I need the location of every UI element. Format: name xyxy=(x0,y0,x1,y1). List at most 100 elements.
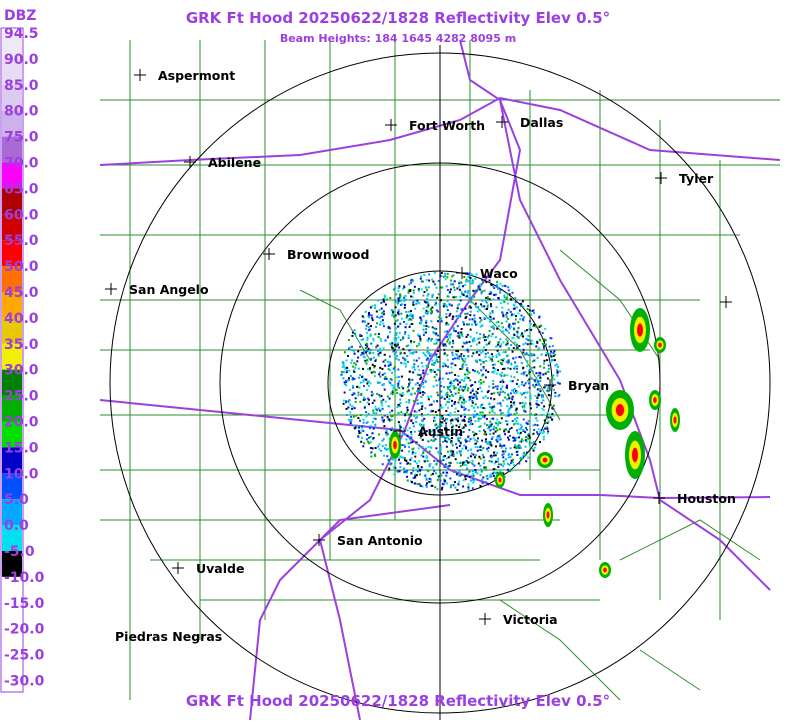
echo-pixel xyxy=(519,423,522,426)
echo-pixel xyxy=(417,447,420,450)
echo-pixel xyxy=(407,462,410,465)
echo-pixel xyxy=(494,430,497,433)
echo-pixel xyxy=(451,393,454,396)
echo-pixel xyxy=(536,424,539,427)
echo-pixel xyxy=(513,341,516,344)
echo-pixel xyxy=(386,455,389,458)
echo-pixel xyxy=(391,458,394,461)
echo-pixel xyxy=(351,378,354,381)
echo-pixel xyxy=(502,341,505,344)
echo-pixel xyxy=(432,435,435,438)
echo-pixel xyxy=(461,419,464,422)
echo-pixel xyxy=(466,292,469,295)
echo-pixel xyxy=(403,467,406,470)
echo-pixel xyxy=(510,401,512,404)
echo-pixel xyxy=(516,445,519,448)
echo-pixel xyxy=(378,373,381,376)
echo-pixel xyxy=(484,352,487,355)
echo-pixel xyxy=(387,433,389,436)
echo-pixel xyxy=(421,446,424,448)
echo-pixel xyxy=(428,480,431,483)
echo-pixel xyxy=(506,360,509,363)
echo-pixel xyxy=(424,474,427,477)
echo-pixel xyxy=(492,417,495,420)
echo-pixel xyxy=(471,355,474,358)
echo-pixel xyxy=(474,321,476,324)
echo-pixel xyxy=(393,322,396,325)
echo-pixel xyxy=(459,471,462,474)
echo-pixel xyxy=(477,310,479,313)
echo-pixel xyxy=(458,450,461,453)
echo-pixel xyxy=(374,455,377,457)
echo-pixel xyxy=(458,469,461,472)
echo-pixel xyxy=(453,481,456,484)
echo-pixel xyxy=(429,309,432,312)
echo-pixel xyxy=(367,397,369,400)
echo-pixel xyxy=(437,450,439,453)
echo-pixel xyxy=(528,371,531,373)
storm-cell xyxy=(546,511,550,519)
echo-pixel xyxy=(437,394,440,397)
echo-pixel xyxy=(379,351,382,354)
echo-pixel xyxy=(395,357,398,360)
echo-pixel xyxy=(444,343,447,346)
echo-pixel xyxy=(480,351,483,354)
echo-pixel xyxy=(445,409,448,412)
city-marker xyxy=(313,534,325,546)
echo-pixel xyxy=(445,482,448,485)
echo-pixel xyxy=(380,307,383,310)
echo-pixel xyxy=(408,326,411,328)
legend-label: 20.0 xyxy=(4,415,39,431)
echo-pixel xyxy=(491,472,494,475)
echo-pixel xyxy=(470,282,473,285)
echo-pixel xyxy=(477,426,480,428)
echo-pixel xyxy=(382,313,385,316)
echo-pixel xyxy=(397,336,400,339)
echo-pixel xyxy=(448,372,451,374)
echo-pixel xyxy=(417,365,420,368)
echo-pixel xyxy=(462,321,465,323)
echo-pixel xyxy=(364,321,367,323)
echo-pixel xyxy=(482,366,485,369)
echo-pixel xyxy=(394,287,397,290)
echo-pixel xyxy=(552,407,555,410)
echo-pixel xyxy=(424,407,427,410)
echo-pixel xyxy=(516,335,519,338)
echo-pixel xyxy=(446,295,449,298)
echo-pixel xyxy=(522,305,525,308)
echo-pixel xyxy=(491,360,494,362)
echo-pixel xyxy=(505,447,507,450)
echo-pixel xyxy=(493,405,495,408)
echo-pixel xyxy=(540,428,543,431)
echo-pixel xyxy=(443,272,446,275)
echo-pixel xyxy=(367,412,370,415)
echo-pixel xyxy=(374,425,376,428)
echo-pixel xyxy=(466,368,469,371)
echo-pixel xyxy=(479,283,481,286)
echo-pixel xyxy=(360,392,363,395)
echo-pixel xyxy=(475,323,477,326)
echo-pixel xyxy=(426,301,429,304)
echo-pixel xyxy=(504,284,507,287)
echo-pixel xyxy=(480,390,483,393)
echo-pixel xyxy=(478,350,481,353)
echo-pixel xyxy=(524,330,526,333)
echo-pixel xyxy=(500,412,503,415)
storm-cell xyxy=(653,397,657,403)
echo-pixel xyxy=(414,455,417,458)
echo-pixel xyxy=(525,451,528,454)
echo-pixel xyxy=(342,399,345,402)
echo-pixel xyxy=(465,315,468,318)
echo-pixel xyxy=(408,384,410,387)
echo-pixel xyxy=(483,416,486,419)
echo-pixel xyxy=(481,453,484,456)
echo-pixel xyxy=(514,409,517,412)
echo-pixel xyxy=(550,350,553,353)
echo-pixel xyxy=(402,287,405,290)
echo-pixel xyxy=(413,359,415,362)
echo-pixel xyxy=(376,344,379,347)
echo-pixel xyxy=(433,459,436,462)
echo-pixel xyxy=(486,424,488,427)
echo-pixel xyxy=(437,356,440,359)
echo-pixel xyxy=(407,334,410,337)
